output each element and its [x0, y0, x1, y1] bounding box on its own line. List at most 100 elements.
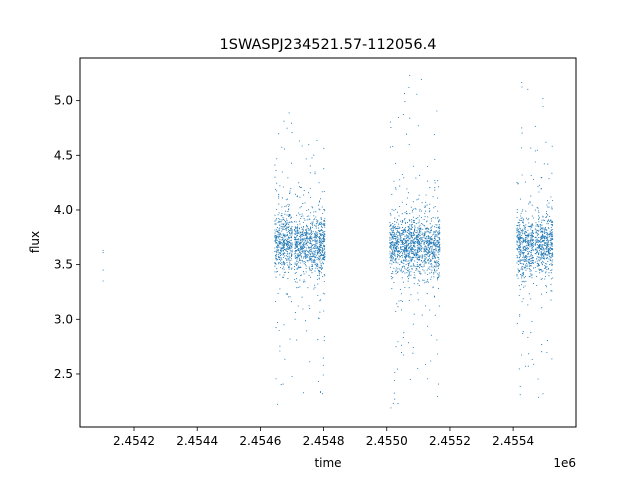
data-point [319, 256, 321, 259]
data-point [538, 257, 540, 259]
data-point [546, 223, 548, 225]
data-point [281, 228, 283, 230]
data-point [416, 256, 418, 258]
data-point [422, 269, 424, 271]
data-point [276, 251, 278, 253]
data-point [413, 277, 415, 279]
data-point [522, 253, 524, 255]
data-point [302, 221, 305, 224]
data-point [296, 240, 298, 242]
data-point [435, 250, 437, 252]
data-point [434, 182, 436, 184]
data-point [411, 219, 413, 221]
data-point [291, 247, 293, 249]
data-point [423, 233, 425, 235]
data-point [418, 226, 420, 228]
data-point [439, 220, 441, 222]
data-point [408, 86, 410, 88]
data-point [296, 236, 298, 238]
data-point [314, 236, 316, 238]
x-offset-label: 1e6 [553, 456, 576, 470]
data-point [422, 223, 424, 225]
data-point [298, 140, 301, 142]
data-point [405, 263, 407, 265]
data-point [289, 221, 291, 223]
data-point [407, 265, 410, 267]
data-point [424, 216, 426, 218]
data-point [288, 271, 290, 273]
data-point [302, 245, 305, 247]
data-point [551, 261, 553, 263]
data-point [523, 267, 525, 269]
data-point [419, 250, 421, 252]
data-point [523, 261, 525, 263]
data-point [285, 224, 287, 226]
data-point [306, 255, 308, 257]
data-point [324, 218, 326, 220]
data-point [296, 214, 298, 216]
data-point [322, 224, 324, 226]
data-point [551, 245, 553, 247]
data-point [403, 262, 405, 265]
data-point [529, 225, 531, 228]
data-point [525, 239, 527, 241]
data-point [407, 242, 409, 244]
data-point [392, 250, 394, 252]
data-point [427, 245, 429, 247]
data-point [438, 229, 440, 231]
data-point [540, 250, 542, 252]
data-point [551, 225, 553, 227]
data-point [277, 214, 279, 216]
data-point [421, 232, 423, 234]
data-point [313, 262, 315, 264]
data-point [309, 172, 311, 174]
data-point [415, 208, 417, 210]
data-point [542, 270, 544, 272]
data-point [427, 165, 429, 168]
data-point [324, 275, 326, 277]
data-point [281, 276, 283, 278]
data-point [297, 230, 299, 232]
data-point [276, 229, 278, 231]
data-point [414, 274, 416, 276]
data-point [303, 279, 305, 281]
data-point [282, 263, 284, 265]
data-point [288, 214, 290, 216]
data-point [413, 283, 415, 285]
data-point [306, 237, 308, 239]
data-point [288, 246, 291, 248]
data-point [437, 240, 439, 242]
data-point [414, 260, 416, 262]
data-point [312, 226, 314, 228]
data-point [428, 262, 430, 264]
data-point [401, 260, 403, 262]
data-point [276, 231, 278, 233]
data-point [542, 244, 544, 246]
data-point [390, 275, 392, 277]
data-point [525, 210, 527, 212]
data-point [285, 227, 287, 230]
data-point [276, 259, 279, 261]
data-point [392, 251, 394, 253]
data-point [542, 105, 544, 107]
data-point [521, 86, 523, 88]
data-point [429, 253, 431, 255]
data-point [314, 224, 316, 226]
data-point [309, 187, 311, 190]
data-point [551, 233, 553, 235]
data-point [550, 248, 552, 250]
data-point [537, 263, 539, 265]
data-point [419, 240, 421, 243]
data-point [538, 226, 540, 228]
data-point [309, 247, 311, 249]
data-point [275, 241, 277, 243]
data-point [392, 248, 394, 250]
data-point [281, 236, 283, 238]
data-point [413, 313, 415, 315]
data-point [306, 235, 308, 237]
data-point [419, 247, 421, 249]
data-point [535, 225, 537, 227]
data-point [420, 244, 422, 247]
data-point [319, 311, 321, 313]
data-point [540, 278, 542, 281]
